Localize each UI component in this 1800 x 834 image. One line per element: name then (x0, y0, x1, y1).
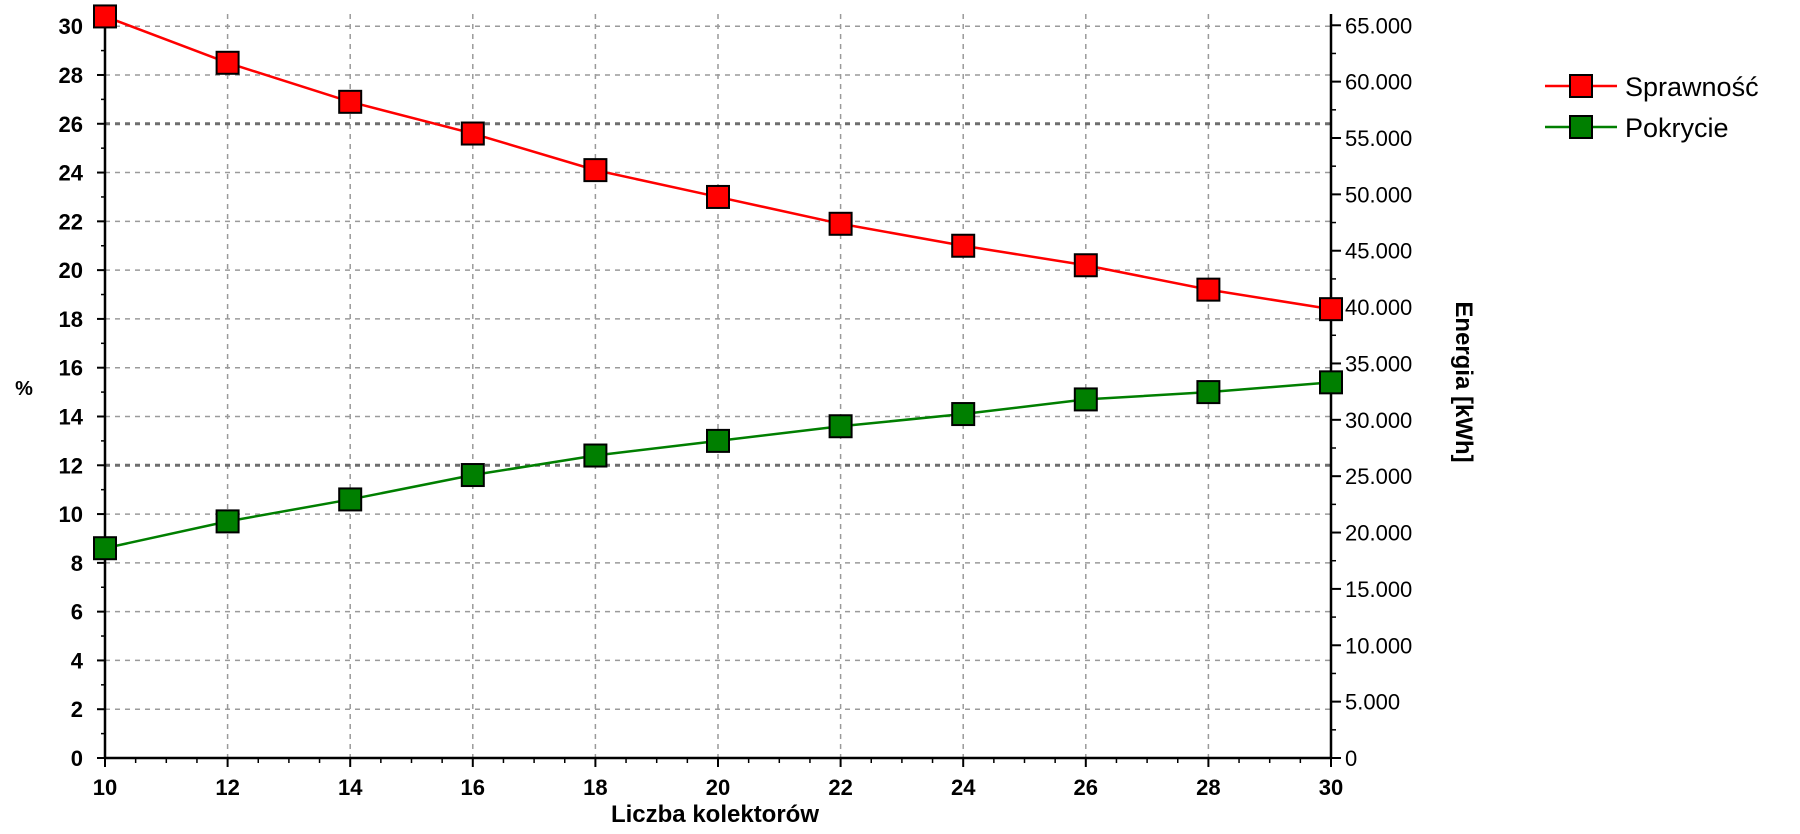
legend-item: Sprawność (1545, 72, 1759, 102)
series-Sprawność (93, 4, 1343, 322)
y-left-tick-label: 28 (59, 63, 83, 88)
data-point (583, 158, 608, 183)
y-left-tick-label: 20 (59, 258, 83, 283)
x-tick-label: 28 (1196, 775, 1220, 800)
data-point (1073, 387, 1098, 412)
x-tick-label: 22 (828, 775, 852, 800)
data-point (828, 414, 853, 439)
y-left-tick-label: 0 (71, 746, 83, 771)
x-axis-title: Liczba kolektorów (611, 801, 819, 828)
y-left-tick-label: 12 (59, 453, 83, 478)
y-axis-right-title: Energia [kWh] (1450, 301, 1477, 462)
x-tick-label: 30 (1319, 775, 1343, 800)
series (93, 4, 1343, 561)
y-right-tick-label: 10.000 (1345, 633, 1412, 658)
data-point (1319, 297, 1343, 322)
y-left-tick-label: 4 (71, 648, 84, 673)
data-point (706, 184, 730, 209)
y-left-tick-label: 26 (59, 112, 83, 137)
data-point (583, 443, 608, 468)
data-point (93, 536, 117, 561)
x-tick-label: 10 (93, 775, 117, 800)
data-point (1319, 370, 1343, 395)
y-right-tick-label: 40.000 (1345, 295, 1412, 320)
y-right-tick-label: 25.000 (1345, 464, 1412, 489)
y-right-tick-label: 30.000 (1345, 408, 1412, 433)
data-point (951, 233, 976, 258)
y-left-tick-label: 18 (59, 307, 83, 332)
y-axis-left-title: % (15, 378, 33, 400)
y-left-tick-label: 24 (59, 161, 84, 186)
data-point (93, 4, 117, 29)
x-tick-label: 12 (215, 775, 239, 800)
x-tick-label: 14 (338, 775, 363, 800)
x-tick-label: 18 (583, 775, 607, 800)
legend-label: Pokrycie (1625, 113, 1729, 143)
tick-labels: 02468101214161820222426283005.00010.0001… (59, 13, 1413, 800)
data-point (338, 89, 363, 114)
data-point (460, 463, 485, 488)
series-Pokrycie (93, 370, 1343, 561)
y-right-tick-label: 0 (1345, 746, 1357, 771)
legend-marker (1569, 74, 1593, 98)
data-point (951, 402, 976, 427)
data-point (460, 121, 485, 146)
y-left-tick-label: 10 (59, 502, 83, 527)
data-point (1073, 253, 1098, 278)
x-tick-label: 20 (706, 775, 730, 800)
x-tick-label: 24 (951, 775, 976, 800)
y-right-tick-label: 45.000 (1345, 239, 1412, 264)
data-point (1196, 277, 1221, 302)
y-left-tick-label: 6 (71, 600, 83, 625)
y-right-tick-label: 20.000 (1345, 521, 1412, 546)
y-left-tick-label: 30 (59, 14, 83, 39)
y-right-tick-label: 15.000 (1345, 577, 1412, 602)
data-point (215, 50, 240, 75)
y-left-tick-label: 14 (59, 404, 84, 429)
x-tick-label: 26 (1074, 775, 1098, 800)
legend-item: Pokrycie (1545, 113, 1729, 143)
y-left-tick-label: 16 (59, 356, 83, 381)
y-left-tick-label: 8 (71, 551, 83, 576)
y-right-tick-label: 5.000 (1345, 690, 1400, 715)
legend-marker (1569, 115, 1593, 139)
y-right-tick-label: 60.000 (1345, 70, 1412, 95)
y-left-tick-label: 22 (59, 209, 83, 234)
data-point (1196, 380, 1221, 405)
data-point (338, 487, 363, 512)
legend: Sprawność Pokrycie (1545, 72, 1759, 143)
data-point (828, 211, 853, 236)
y-right-tick-label: 55.000 (1345, 126, 1412, 151)
y-right-tick-label: 35.000 (1345, 351, 1412, 376)
legend-label: Sprawność (1625, 72, 1759, 102)
y-left-tick-label: 2 (71, 697, 83, 722)
grid (105, 14, 1331, 758)
x-tick-label: 16 (461, 775, 485, 800)
data-point (215, 509, 240, 534)
y-right-tick-label: 50.000 (1345, 182, 1412, 207)
y-right-tick-label: 65.000 (1345, 13, 1412, 38)
data-point (706, 428, 730, 453)
